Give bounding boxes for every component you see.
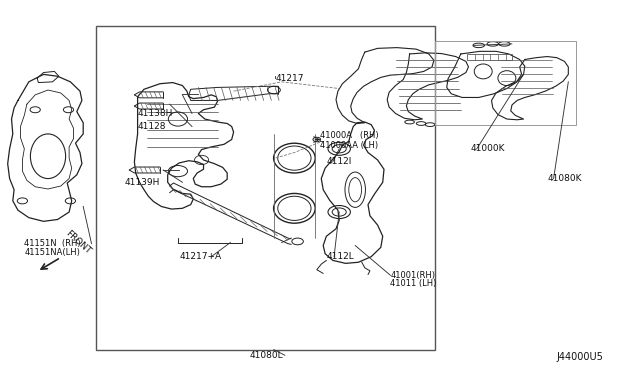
Text: 41011 (LH): 41011 (LH) <box>390 279 436 288</box>
Text: 41138H: 41138H <box>138 109 173 118</box>
Text: 41080L: 41080L <box>250 351 284 360</box>
Text: 41001(RH): 41001(RH) <box>390 271 435 280</box>
Text: 4112L: 4112L <box>326 252 354 261</box>
Bar <box>96 26 435 350</box>
Text: 41217: 41217 <box>275 74 304 83</box>
Text: 41128: 41128 <box>138 122 166 131</box>
Text: 41000A   (RH): 41000A (RH) <box>320 131 379 140</box>
Text: FRONT: FRONT <box>64 229 93 256</box>
Text: 41080K: 41080K <box>547 174 582 183</box>
Bar <box>435 41 576 125</box>
Text: 41000K: 41000K <box>470 144 505 153</box>
Text: 41151N  (RH): 41151N (RH) <box>24 239 81 248</box>
Text: 41000AA (LH): 41000AA (LH) <box>320 141 378 150</box>
Text: 41151NA(LH): 41151NA(LH) <box>24 248 80 257</box>
Text: 4112I: 4112I <box>326 157 352 166</box>
Text: J44000U5: J44000U5 <box>557 352 604 362</box>
Text: 41139H: 41139H <box>125 178 160 187</box>
Bar <box>467 54 512 60</box>
Text: 41217+A: 41217+A <box>179 252 221 261</box>
